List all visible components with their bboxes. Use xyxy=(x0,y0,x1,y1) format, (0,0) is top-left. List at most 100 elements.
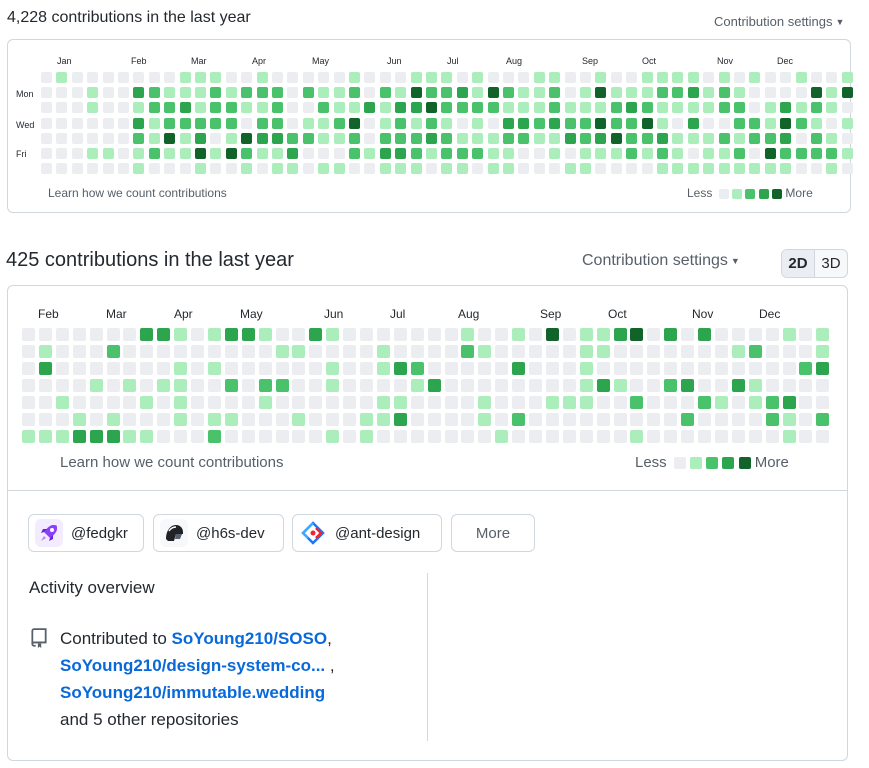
contribution-day-cell[interactable] xyxy=(102,132,114,144)
contribution-day-cell[interactable] xyxy=(140,430,154,443)
contribution-day-cell[interactable] xyxy=(55,396,69,409)
contribution-day-cell[interactable] xyxy=(529,396,542,409)
contribution-day-cell[interactable] xyxy=(478,396,492,409)
contribution-day-cell[interactable] xyxy=(562,345,576,358)
contribution-day-cell[interactable] xyxy=(826,163,838,175)
contribution-day-cell[interactable] xyxy=(841,148,853,159)
contribution-day-cell[interactable] xyxy=(764,132,776,144)
contribution-day-cell[interactable] xyxy=(427,396,441,409)
contribution-day-cell[interactable] xyxy=(647,379,661,392)
contribution-day-cell[interactable] xyxy=(207,362,221,375)
contribution-day-cell[interactable] xyxy=(549,163,561,175)
contribution-day-cell[interactable] xyxy=(579,345,593,358)
contribution-day-cell[interactable] xyxy=(326,396,340,409)
contribution-day-cell[interactable] xyxy=(41,72,52,83)
contribution-day-cell[interactable] xyxy=(641,163,653,175)
contribution-day-cell[interactable] xyxy=(309,413,323,426)
contribution-day-cell[interactable] xyxy=(478,345,492,358)
contribution-day-cell[interactable] xyxy=(529,328,542,341)
contribution-day-cell[interactable] xyxy=(714,379,728,392)
contribution-day-cell[interactable] xyxy=(174,379,188,392)
contribution-day-cell[interactable] xyxy=(826,132,838,144)
contribution-day-cell[interactable] xyxy=(72,396,86,409)
contribution-day-cell[interactable] xyxy=(731,345,745,358)
toggle-2d-button[interactable]: 2D xyxy=(782,250,815,277)
contribution-day-cell[interactable] xyxy=(56,102,68,114)
contribution-day-cell[interactable] xyxy=(734,102,745,114)
contribution-day-cell[interactable] xyxy=(318,117,330,129)
contribution-day-cell[interactable] xyxy=(157,328,171,341)
contribution-day-cell[interactable] xyxy=(148,148,160,159)
contribution-day-cell[interactable] xyxy=(664,345,678,358)
contribution-day-cell[interactable] xyxy=(133,148,145,159)
contribution-day-cell[interactable] xyxy=(395,87,407,99)
contribution-day-cell[interactable] xyxy=(580,163,591,175)
contribution-day-cell[interactable] xyxy=(782,362,796,375)
contribution-day-cell[interactable] xyxy=(641,102,653,114)
contribution-day-cell[interactable] xyxy=(38,430,52,443)
contribution-day-cell[interactable] xyxy=(410,379,424,392)
contribution-day-cell[interactable] xyxy=(376,430,390,443)
contribution-day-cell[interactable] xyxy=(302,148,314,159)
org-chip-fedgkr[interactable]: @fedgkr xyxy=(28,514,144,552)
contribution-day-cell[interactable] xyxy=(72,430,86,443)
contribution-day-cell[interactable] xyxy=(364,87,376,99)
contribution-day-cell[interactable] xyxy=(664,379,678,392)
contribution-day-cell[interactable] xyxy=(287,132,299,144)
contribution-day-cell[interactable] xyxy=(157,379,171,392)
contribution-day-cell[interactable] xyxy=(718,148,730,159)
contribution-day-cell[interactable] xyxy=(148,132,160,144)
contribution-day-cell[interactable] xyxy=(518,148,530,159)
contribution-day-cell[interactable] xyxy=(564,72,576,83)
contribution-day-cell[interactable] xyxy=(89,413,103,426)
contribution-day-cell[interactable] xyxy=(123,413,137,426)
contribution-day-cell[interactable] xyxy=(799,345,813,358)
contribution-day-cell[interactable] xyxy=(579,413,593,426)
contribution-day-cell[interactable] xyxy=(518,72,530,83)
contribution-day-cell[interactable] xyxy=(564,117,576,129)
contribution-day-cell[interactable] xyxy=(38,345,52,358)
contribution-day-cell[interactable] xyxy=(379,87,391,99)
contribution-day-cell[interactable] xyxy=(596,345,610,358)
contribution-day-cell[interactable] xyxy=(72,328,86,341)
contribution-day-cell[interactable] xyxy=(376,328,390,341)
contribution-day-cell[interactable] xyxy=(309,362,323,375)
contribution-day-cell[interactable] xyxy=(164,87,176,99)
contribution-day-cell[interactable] xyxy=(241,102,253,114)
contribution-day-cell[interactable] xyxy=(764,117,776,129)
contribution-day-cell[interactable] xyxy=(748,328,762,341)
contribution-day-cell[interactable] xyxy=(410,87,422,99)
contribution-day-cell[interactable] xyxy=(664,328,678,341)
contribution-day-cell[interactable] xyxy=(241,132,253,144)
contribution-day-cell[interactable] xyxy=(595,132,607,144)
contribution-day-cell[interactable] xyxy=(343,328,357,341)
contribution-day-cell[interactable] xyxy=(472,132,484,144)
contribution-day-cell[interactable] xyxy=(191,430,204,443)
contribution-day-cell[interactable] xyxy=(764,148,776,159)
contribution-day-cell[interactable] xyxy=(56,132,68,144)
contribution-day-cell[interactable] xyxy=(657,163,668,175)
contribution-day-cell[interactable] xyxy=(698,413,711,426)
contribution-day-cell[interactable] xyxy=(318,87,330,99)
contribution-day-cell[interactable] xyxy=(72,413,86,426)
contribution-day-cell[interactable] xyxy=(41,117,52,129)
contribution-day-cell[interactable] xyxy=(376,413,390,426)
contribution-day-cell[interactable] xyxy=(630,328,644,341)
contribution-day-cell[interactable] xyxy=(179,117,191,129)
contribution-day-cell[interactable] xyxy=(441,102,453,114)
contribution-day-cell[interactable] xyxy=(343,345,357,358)
contribution-day-cell[interactable] xyxy=(106,362,120,375)
contribution-day-cell[interactable] xyxy=(529,379,542,392)
repo-link-immutable-wedding[interactable]: SoYoung210/immutable.wedding xyxy=(60,683,326,702)
contribution-day-cell[interactable] xyxy=(626,148,638,159)
contribution-day-cell[interactable] xyxy=(395,148,407,159)
contribution-day-cell[interactable] xyxy=(641,148,653,159)
contribution-day-cell[interactable] xyxy=(426,87,437,99)
contribution-day-cell[interactable] xyxy=(441,87,453,99)
contribution-day-cell[interactable] xyxy=(826,117,838,129)
contribution-day-cell[interactable] xyxy=(118,87,129,99)
contribution-day-cell[interactable] xyxy=(302,117,314,129)
contribution-day-cell[interactable] xyxy=(672,72,684,83)
contribution-day-cell[interactable] xyxy=(157,430,171,443)
contribution-day-cell[interactable] xyxy=(272,72,283,83)
